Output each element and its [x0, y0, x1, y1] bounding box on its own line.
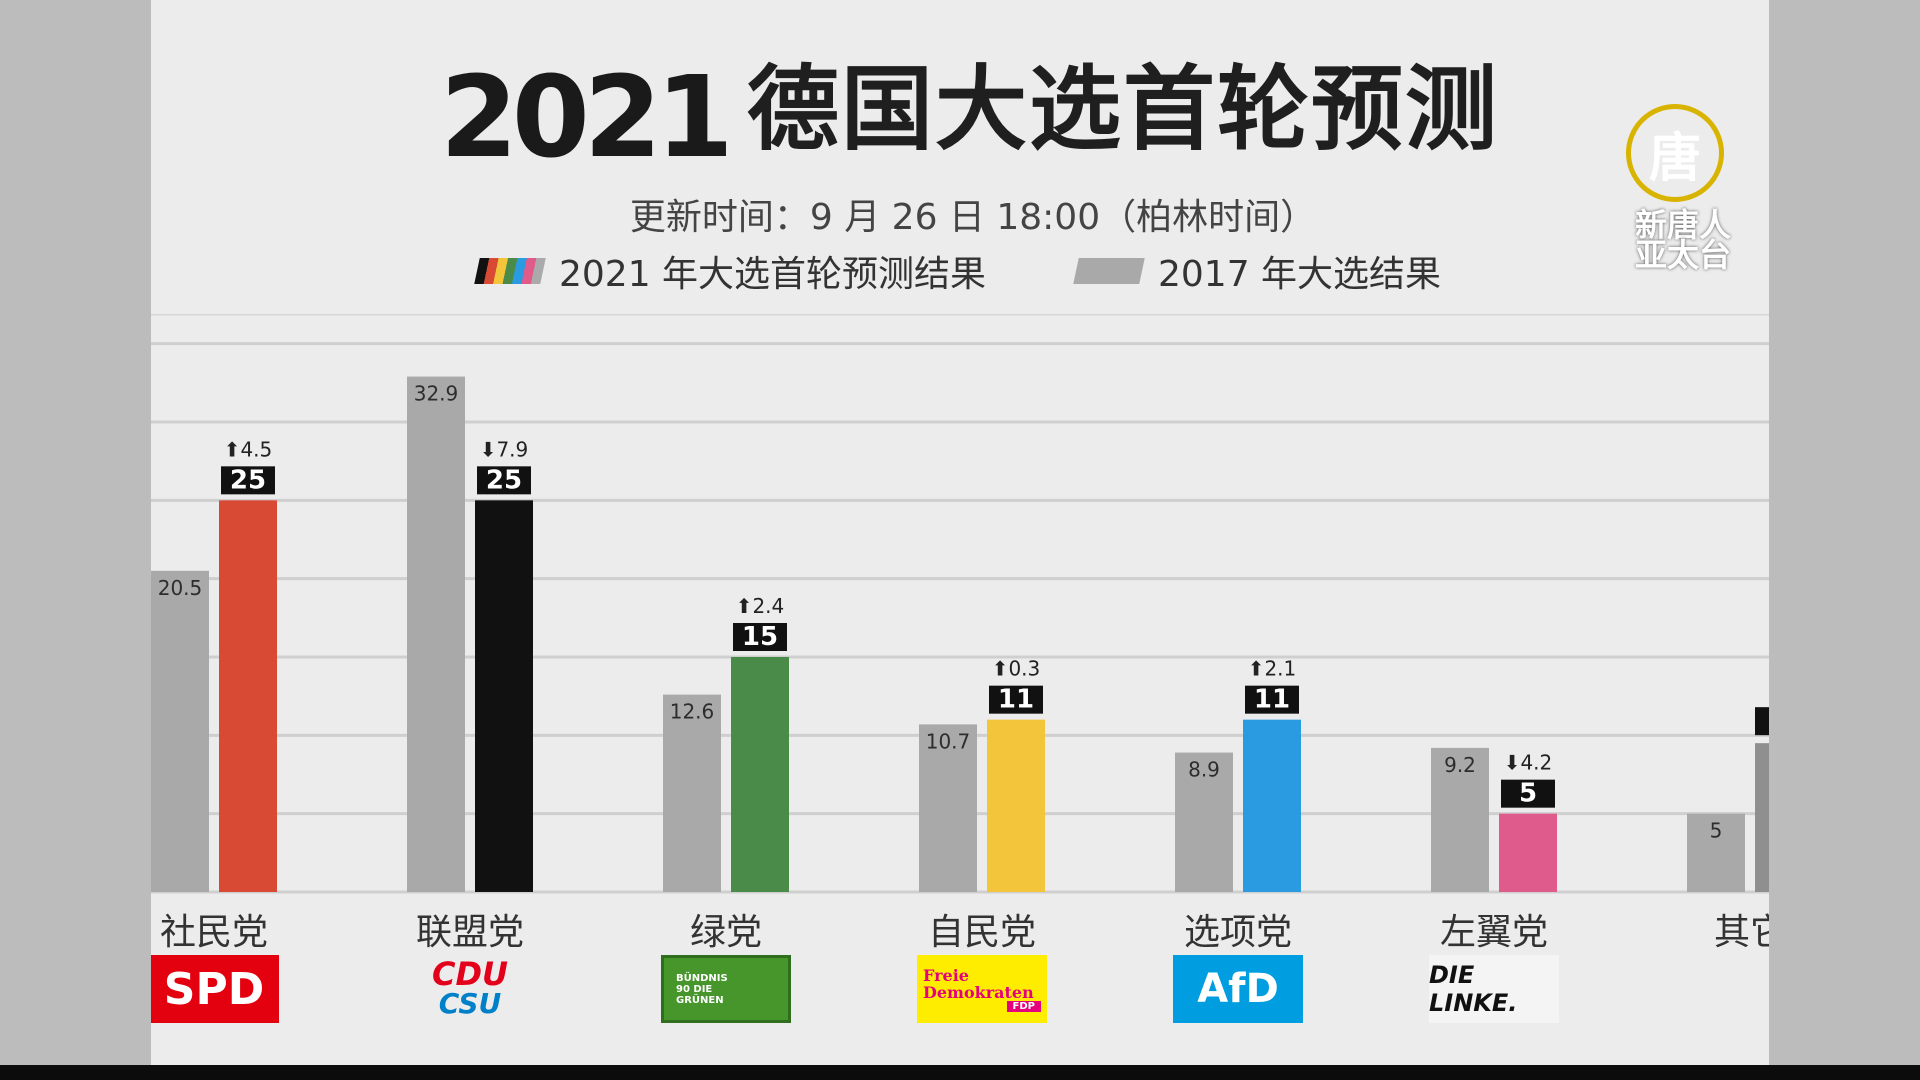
party-name: 社民党: [159, 912, 268, 953]
bar-2021-value-box: [989, 685, 1043, 714]
bar-2021-value: 25: [230, 465, 266, 495]
bar-2021-value-box: [1245, 685, 1299, 714]
party-name: 选项党: [1183, 912, 1292, 953]
bar-2021-change: ⬆4.5: [224, 437, 273, 461]
bar-2021: [731, 657, 789, 892]
bar-2021-value: 15: [742, 622, 778, 652]
legend-swatch-2017: [1073, 258, 1145, 284]
bar-chart: 20.5 25 ⬆4.5 32.9 25 ⬇7.9 12.6 15 ⬆2.4 10.7 11 ⬆0.3…: [151, 314, 1769, 894]
bar-2017: [407, 376, 465, 892]
channel-logo-line2: 亚太台: [1634, 236, 1731, 274]
bar-2021-change: ⬆0.3: [992, 657, 1041, 681]
bar-2017-value: 9.2: [1444, 753, 1476, 777]
legend-item-2021: 2021 年大选首轮预测结果: [474, 245, 987, 297]
chart-legend: 2021 年大选首轮预测结果 2017 年大选结果: [151, 245, 1769, 295]
party-logo-text: CDU: [431, 955, 509, 993]
update-time: 更新时间：9 月 26 日 18:00（柏林时间）: [629, 197, 1317, 238]
bar-2021-value: 11: [1254, 685, 1290, 715]
channel-logo-icon: 唐: [1626, 104, 1724, 202]
bar-2021-change: ⬆2.4: [736, 594, 785, 618]
party-logo: DIE LINKE.: [1429, 955, 1559, 1023]
party-logo: BÜNDNIS 90 DIE GRÜNEN: [661, 955, 791, 1023]
bar-2017-value: 10.7: [926, 729, 971, 753]
chart-svg: 20.5 25 ⬆4.5 32.9 25 ⬇7.9 12.6 15 ⬆2.4 10.7 11 ⬆0.3…: [151, 314, 1769, 894]
bar-2021-value: 11: [998, 685, 1034, 715]
legend-label-2021: 2021 年大选首轮预测结果: [559, 254, 987, 295]
party-logo-text: AfD: [1197, 966, 1279, 1012]
bar-2021-partial-box: [1755, 707, 1769, 736]
bar-2017-value: 12.6: [670, 700, 715, 724]
channel-logo-text: 新唐人 亚太台: [1618, 206, 1748, 274]
bar-2021-value: 5: [1519, 779, 1537, 809]
bar-2017: [151, 570, 209, 892]
right-frame: [1769, 0, 1920, 1065]
bar-2021-value-box: [221, 466, 275, 495]
bar-2021: [1499, 813, 1557, 892]
bar-2021-value-box: [733, 623, 787, 651]
bar-2017-value: 5: [1710, 819, 1723, 843]
party-logo-text2: FDP: [1006, 1000, 1041, 1012]
legend-label-2017: 2017 年大选结果: [1158, 254, 1442, 295]
bar-2021-value-box: [1501, 779, 1555, 808]
party-name: 绿党: [689, 912, 762, 953]
party-logo: SPD: [151, 955, 279, 1023]
bar-2017: [1431, 747, 1489, 892]
bar-2017-value: 32.9: [414, 382, 459, 406]
bar-2017-value: 20.5: [158, 576, 203, 600]
party-name: 自民党: [927, 912, 1036, 953]
party-logo-text: Freie Demokraten: [923, 965, 1034, 1002]
bar-2021-value-box: [477, 466, 531, 495]
party-name: 联盟党: [415, 912, 524, 953]
channel-logo: 唐 新唐人 亚太台: [1618, 100, 1738, 280]
bottom-bar: [0, 1065, 1920, 1080]
bar-2021-partial: [1755, 743, 1769, 892]
bar-2021-change: ⬇4.2: [1504, 751, 1553, 775]
channel-logo-line1: 新唐人: [1634, 206, 1731, 244]
bar-2021-change: ⬆2.1: [1248, 657, 1297, 681]
party-logo-text2: CSU: [438, 987, 502, 1020]
bar-2021-change: ⬇7.9: [480, 437, 529, 461]
page-title: 德国大选首轮预测: [747, 56, 1500, 163]
bar-2021: [219, 500, 277, 892]
bar-2021: [987, 719, 1045, 892]
bar-2017: [919, 724, 977, 892]
legend-item-2017: 2017 年大选结果: [1073, 245, 1442, 297]
party-logo-text: SPD: [163, 963, 265, 1015]
party-logo: Freie Demokraten FDP: [917, 955, 1047, 1023]
title-year: 2021: [440, 53, 734, 183]
bar-2017: [1175, 752, 1233, 892]
party-logo: AfD: [1173, 955, 1303, 1023]
party-labels: 社民党 SPD 联盟党 CDU CSU 绿党 BÜNDNIS 90 DIE GRÜNEN 自民…: [151, 895, 1769, 1045]
bar-2021-value: 25: [486, 465, 522, 495]
legend-swatch-2021: [474, 258, 546, 284]
party-logo-text: DIE LINKE.: [1429, 961, 1518, 1017]
bar-2017: [663, 694, 721, 892]
party-name: 左翼党: [1439, 912, 1548, 953]
left-frame: [0, 0, 151, 1065]
party-logo: CDU CSU: [405, 955, 535, 1023]
infographic-board: 2021 德国大选首轮预测 更新时间：9 月 26 日 18:00（柏林时间） …: [151, 0, 1769, 1065]
party-logo-text: BÜNDNIS 90 DIE GRÜNEN: [676, 972, 728, 1006]
bar-2017: [1687, 813, 1745, 892]
bar-2021: [1243, 719, 1301, 892]
party-name: 其它: [1713, 912, 1769, 953]
bar-2021: [475, 500, 533, 892]
bar-2017-value: 8.9: [1188, 758, 1220, 782]
